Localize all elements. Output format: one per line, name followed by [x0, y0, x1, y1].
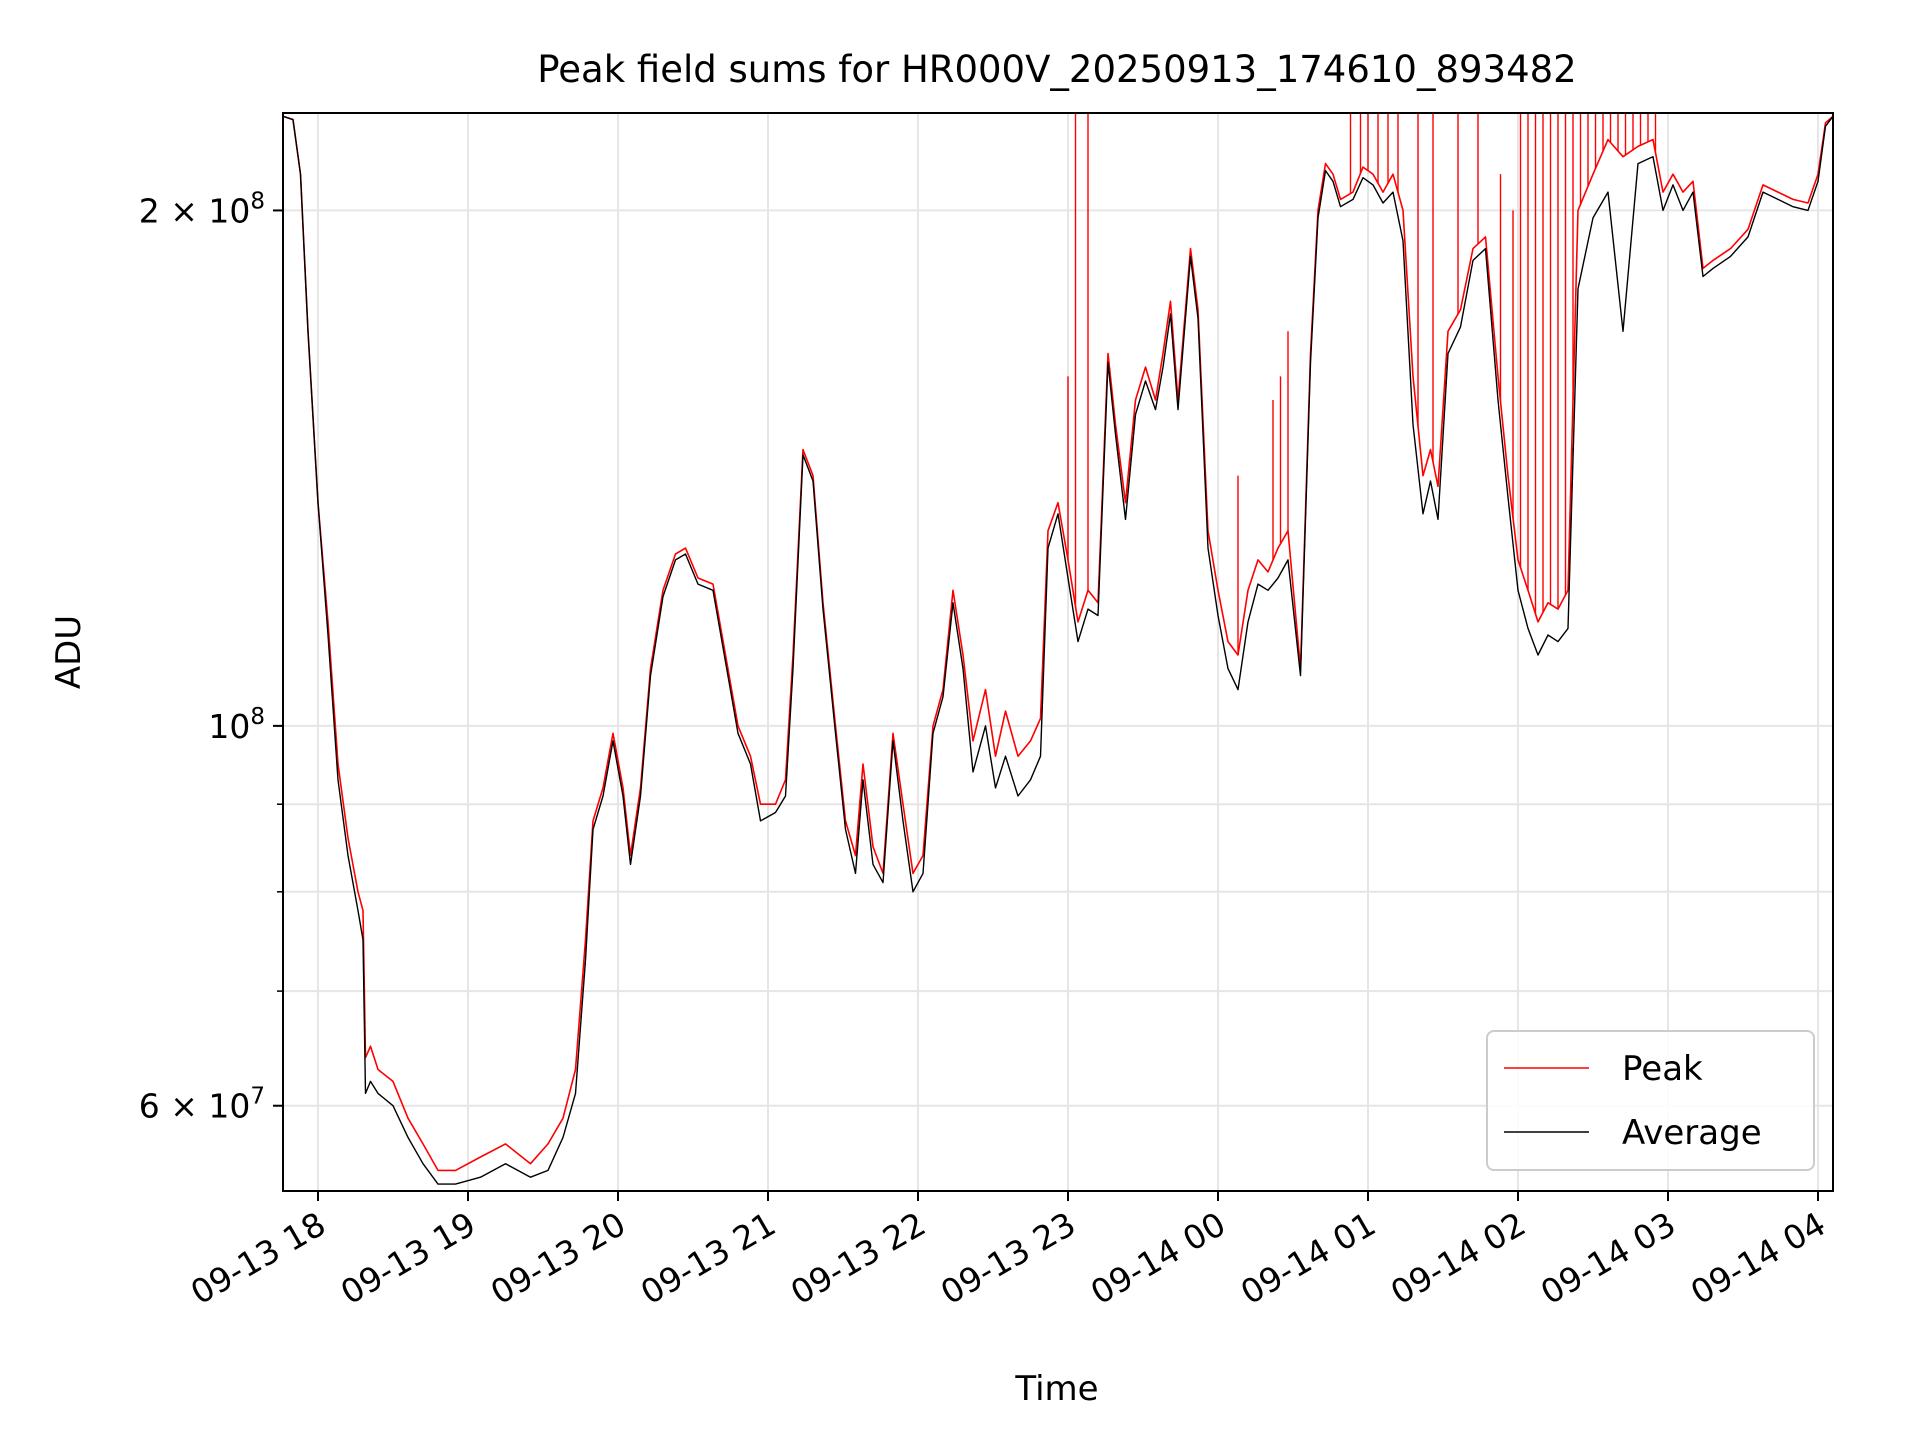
plot-area	[283, 113, 1833, 1191]
legend-label-average: Average	[1622, 1113, 1762, 1153]
series-line-average	[283, 115, 1833, 1185]
y-tick-ten: 10	[208, 1087, 250, 1126]
y-tick-label: 2 × 108	[139, 188, 265, 230]
legend-label-peak: Peak	[1622, 1049, 1703, 1089]
y-tick-times: ×	[160, 191, 209, 230]
x-axis-label: Time	[1014, 1369, 1098, 1409]
y-tick-exponent: 8	[250, 704, 265, 730]
legend-box	[1486, 1030, 1815, 1171]
y-tick-ten: 10	[208, 191, 250, 230]
grid	[283, 113, 1833, 1191]
y-tick-exponent: 8	[250, 188, 265, 214]
series-line-peak	[283, 115, 1833, 1172]
plot-frame	[282, 112, 1834, 1192]
legend: Peak Average	[1486, 1030, 1815, 1171]
y-tick-ten: 10	[208, 707, 250, 746]
series-layer	[283, 113, 1833, 1185]
y-tick-exponent: 7	[250, 1084, 265, 1110]
y-tick-label: 108	[208, 704, 265, 746]
y-axis-label: ADU	[49, 615, 89, 689]
y-tick-times: ×	[160, 1087, 209, 1126]
y-tick-mantissa: 6	[139, 1087, 160, 1126]
y-tick-mantissa: 2	[139, 191, 160, 230]
chart-title: Peak field sums for HR000V_20250913_1746…	[537, 48, 1576, 91]
y-tick-label: 6 × 107	[139, 1084, 265, 1126]
